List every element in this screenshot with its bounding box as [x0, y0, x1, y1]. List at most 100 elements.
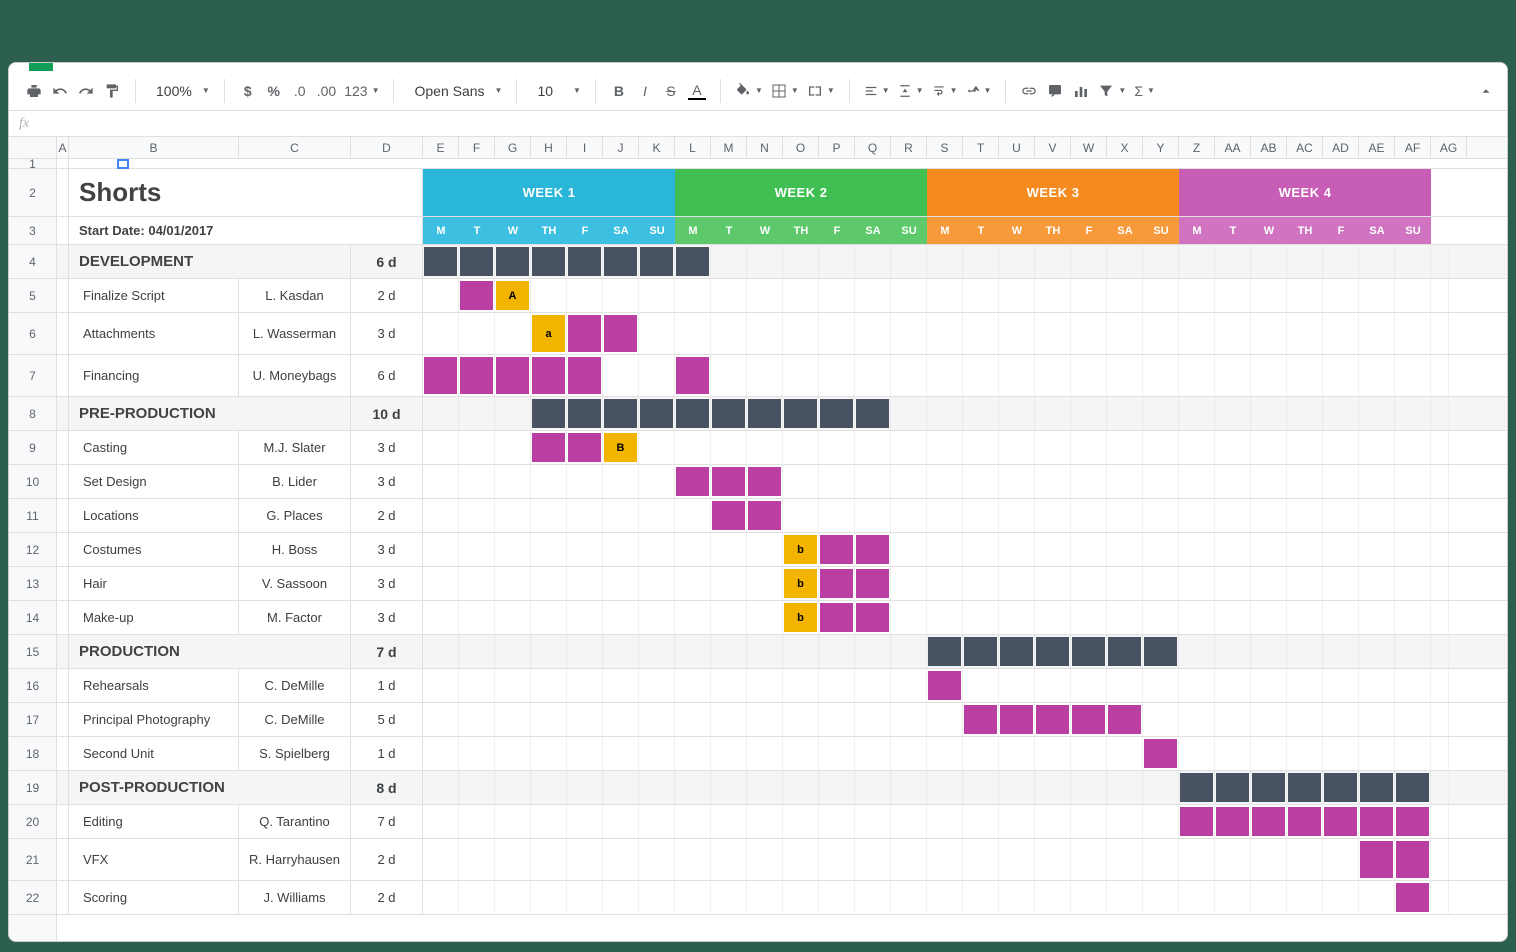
- day-cell[interactable]: B: [603, 431, 639, 464]
- week-header[interactable]: WEEK 3: [927, 169, 1179, 216]
- undo-icon[interactable]: [47, 78, 73, 104]
- cell[interactable]: [57, 839, 69, 880]
- day-cell[interactable]: [1179, 279, 1215, 312]
- day-cell[interactable]: [1287, 279, 1323, 312]
- day-cell[interactable]: [1071, 737, 1107, 770]
- day-cell[interactable]: [963, 601, 999, 634]
- day-cell[interactable]: [711, 245, 747, 278]
- day-cell[interactable]: [639, 533, 675, 566]
- day-cell[interactable]: [1215, 313, 1251, 354]
- task-duration[interactable]: 2 d: [351, 499, 423, 532]
- day-cell[interactable]: [1287, 771, 1323, 804]
- day-cell[interactable]: [747, 881, 783, 914]
- day-cell[interactable]: [1287, 245, 1323, 278]
- day-cell[interactable]: [747, 499, 783, 532]
- day-cell[interactable]: [1215, 355, 1251, 396]
- day-cell[interactable]: [1431, 355, 1449, 396]
- day-cell[interactable]: [747, 431, 783, 464]
- day-cell[interactable]: [567, 703, 603, 736]
- day-cell[interactable]: [639, 499, 675, 532]
- day-cell[interactable]: [603, 245, 639, 278]
- collapse-toolbar-icon[interactable]: [1473, 78, 1499, 104]
- day-cell[interactable]: [1287, 355, 1323, 396]
- column-header[interactable]: N: [747, 137, 783, 158]
- redo-icon[interactable]: [73, 78, 99, 104]
- day-cell[interactable]: [1359, 601, 1395, 634]
- day-cell[interactable]: [711, 499, 747, 532]
- day-cell[interactable]: [999, 601, 1035, 634]
- day-header[interactable]: T: [1215, 217, 1251, 244]
- day-cell[interactable]: [1179, 881, 1215, 914]
- number-format-dropdown[interactable]: 123▼: [340, 78, 383, 104]
- day-cell[interactable]: [495, 771, 531, 804]
- day-cell[interactable]: [1107, 279, 1143, 312]
- day-cell[interactable]: [819, 771, 855, 804]
- day-cell[interactable]: [783, 771, 819, 804]
- day-cell[interactable]: [1323, 313, 1359, 354]
- cell[interactable]: [69, 159, 1507, 168]
- day-cell[interactable]: [819, 533, 855, 566]
- cell[interactable]: [57, 881, 69, 914]
- day-cell[interactable]: [1143, 397, 1179, 430]
- day-cell[interactable]: [963, 805, 999, 838]
- day-cell[interactable]: [891, 397, 927, 430]
- day-cell[interactable]: [1071, 431, 1107, 464]
- italic-button[interactable]: I: [632, 78, 658, 104]
- day-cell[interactable]: [531, 567, 567, 600]
- day-cell[interactable]: [1395, 601, 1431, 634]
- day-cell[interactable]: [531, 279, 567, 312]
- day-cell[interactable]: [1071, 839, 1107, 880]
- day-cell[interactable]: [819, 313, 855, 354]
- day-cell[interactable]: [1359, 279, 1395, 312]
- day-cell[interactable]: [639, 313, 675, 354]
- day-cell[interactable]: [459, 533, 495, 566]
- day-cell[interactable]: [639, 881, 675, 914]
- day-cell[interactable]: [531, 465, 567, 498]
- day-cell[interactable]: [675, 737, 711, 770]
- strikethrough-button[interactable]: S: [658, 78, 684, 104]
- day-header[interactable]: T: [459, 217, 495, 244]
- day-header[interactable]: SA: [1359, 217, 1395, 244]
- day-cell[interactable]: [963, 499, 999, 532]
- day-cell[interactable]: [927, 245, 963, 278]
- day-cell[interactable]: [1071, 245, 1107, 278]
- day-cell[interactable]: [531, 805, 567, 838]
- day-cell[interactable]: [1323, 703, 1359, 736]
- day-cell[interactable]: [423, 355, 459, 396]
- day-cell[interactable]: [1107, 465, 1143, 498]
- day-cell[interactable]: [1359, 533, 1395, 566]
- day-cell[interactable]: [891, 669, 927, 702]
- column-header[interactable]: R: [891, 137, 927, 158]
- day-cell[interactable]: [1251, 279, 1287, 312]
- day-cell[interactable]: [423, 881, 459, 914]
- day-cell[interactable]: [639, 703, 675, 736]
- day-header[interactable]: TH: [1035, 217, 1071, 244]
- column-header[interactable]: L: [675, 137, 711, 158]
- day-cell[interactable]: [1359, 499, 1395, 532]
- day-cell[interactable]: [927, 279, 963, 312]
- row-header[interactable]: 2: [9, 169, 56, 217]
- column-header[interactable]: AE: [1359, 137, 1395, 158]
- day-cell[interactable]: [1359, 737, 1395, 770]
- day-cell[interactable]: [1323, 499, 1359, 532]
- day-cell[interactable]: [711, 431, 747, 464]
- day-cell[interactable]: [567, 313, 603, 354]
- day-cell[interactable]: [855, 771, 891, 804]
- day-cell[interactable]: [423, 839, 459, 880]
- day-cell[interactable]: [819, 737, 855, 770]
- day-cell[interactable]: [1323, 737, 1359, 770]
- day-cell[interactable]: [459, 465, 495, 498]
- task-assignee[interactable]: G. Places: [239, 499, 351, 532]
- day-cell[interactable]: [1395, 355, 1431, 396]
- day-cell[interactable]: [999, 703, 1035, 736]
- day-cell[interactable]: [567, 355, 603, 396]
- day-cell[interactable]: [459, 771, 495, 804]
- day-cell[interactable]: [1359, 805, 1395, 838]
- formula-input[interactable]: [49, 116, 1497, 131]
- day-cell[interactable]: [1035, 279, 1071, 312]
- day-cell[interactable]: [891, 533, 927, 566]
- day-cell[interactable]: [675, 397, 711, 430]
- day-cell[interactable]: [1287, 703, 1323, 736]
- row-header[interactable]: 11: [9, 499, 56, 533]
- row-header[interactable]: 22: [9, 881, 56, 915]
